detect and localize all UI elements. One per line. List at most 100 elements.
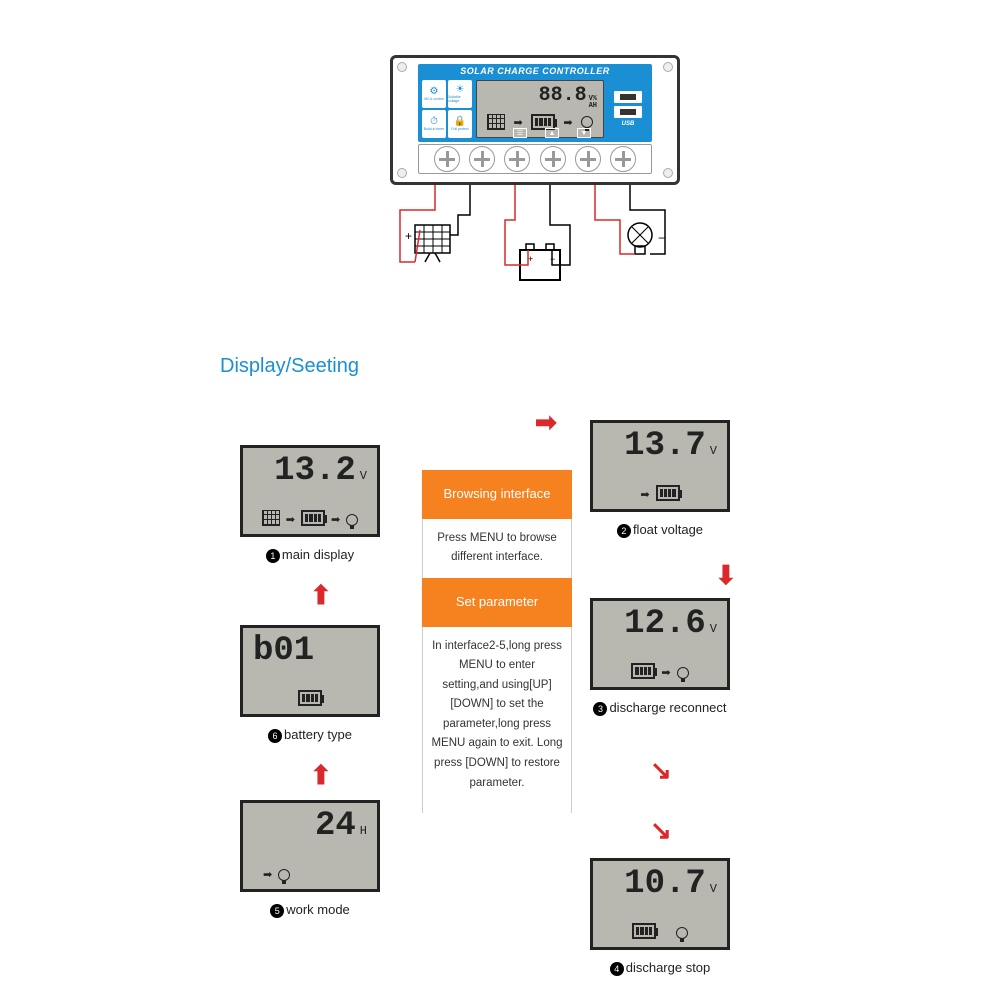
step-number-icon: 1 [266,549,280,563]
arrow-icon: ➡ [331,513,340,526]
svg-text:+: + [405,229,412,243]
terminal-icon [610,146,636,172]
lcd-screen: 13.7V ➡ [590,420,730,512]
bulb-icon [676,927,688,939]
terminal-icon [540,146,566,172]
bulb-icon [278,869,290,881]
page: SOLAR CHARGE CONTROLLER ⚙MCU control ☀Su… [0,0,1001,1001]
screw-icon [397,168,407,178]
lcd-icons: ➡ ➡ [253,488,367,528]
arrow-icon: ➡ [563,116,572,129]
lcd-icons [253,668,367,708]
lcd-value: b01 [253,634,367,668]
menu-button-icon: ☰ [513,128,527,138]
feature-mcu-icon: ⚙MCU control [422,80,446,108]
lcd-value: 12.6V [603,607,717,641]
set-parameter-text: In interface2-5,long press MENU to enter… [422,627,572,813]
step-number-icon: 3 [593,702,607,716]
step-number-icon: 5 [270,904,284,918]
center-instructions: Browsing interface Press MENU to browse … [422,470,572,813]
lcd-value: 24H [253,809,367,843]
feature-voltage-icon: ☀Suitable voltage [448,80,472,108]
lcd-caption: 5work mode [270,902,350,918]
lcd-screen: 10.7V [590,858,730,950]
arrow-icon: ➡ [513,116,522,129]
feature-protect-icon: 🔒Full protect [448,110,472,138]
battery-icon [631,663,655,679]
lcd-value: 10.7V [603,867,717,901]
lcd-caption: 3discharge reconnect [593,700,726,716]
lcd-card-discharge-reconnect: 12.6V ➡ 3discharge reconnect [590,598,730,716]
lcd-caption: 4discharge stop [610,960,711,976]
terminal-icon [434,146,460,172]
lcd-icons: ➡ [603,463,717,503]
device-panel: SOLAR CHARGE CONTROLLER ⚙MCU control ☀Su… [418,64,652,142]
lcd-card-work-mode: 24H ➡ 5work mode [240,800,380,918]
step-number-icon: 4 [610,962,624,976]
browsing-box: Browsing interface [422,470,572,519]
lcd-card-main-display: 13.2V ➡ ➡ 1main display [240,445,380,563]
step-number-icon: 2 [617,524,631,538]
device-buttons: ☰ ▲ ▼ [513,128,591,138]
flow-arrow-icon: ➡ [535,407,557,438]
device-diagram: SOLAR CHARGE CONTROLLER ⚙MCU control ☀Su… [390,55,680,185]
flow-arrow-icon: ↘ [650,755,672,786]
device-title: SOLAR CHARGE CONTROLLER [418,64,652,78]
battery-icon [298,690,322,706]
arrow-icon: ➡ [640,488,649,501]
lcd-value: 13.7V [603,429,717,463]
flow-arrow-icon: ↘ [650,815,672,846]
lcd-caption: 2float voltage [617,522,703,538]
bulb-icon [581,116,593,128]
battery-icon [656,485,680,501]
arrow-icon: ➡ [286,513,295,526]
arrow-icon: ➡ [661,666,670,679]
lcd-screen: 13.2V ➡ ➡ [240,445,380,537]
terminal-icon [469,146,495,172]
lcd-screen: b01 [240,625,380,717]
device-usb-section: USB [608,80,648,138]
lcd-value: 88.8 [539,84,587,107]
lcd-screen: 24H ➡ [240,800,380,892]
flow-arrow-icon: ⬆ [310,580,332,611]
flow-arrow-icon: ⬇ [715,560,737,591]
lcd-card-discharge-stop: 10.7V 4discharge stop [590,858,730,976]
device-terminals [418,144,652,174]
svg-text:+: + [528,254,533,264]
device-feature-icons: ⚙MCU control ☀Suitable voltage ⏱Build-in… [422,80,472,138]
solar-panel-icon [262,510,280,526]
svg-text:−: − [658,231,665,245]
solar-panel-icon [487,114,505,130]
device-lcd-reading: 88.8 V% AH [483,84,597,110]
up-button-icon: ▲ [545,128,559,138]
step-number-icon: 6 [268,729,282,743]
screw-icon [663,62,673,72]
lcd-icons: ➡ [253,843,367,883]
usb-port-icon [614,106,642,118]
lcd-card-battery-type: b01 6battery type [240,625,380,743]
screw-icon [663,168,673,178]
section-title: Display/Seeting [220,355,359,378]
battery-icon [301,510,325,526]
lcd-icons: ➡ [603,641,717,681]
lcd-caption: 6battery type [268,727,352,743]
bulb-icon [346,514,358,526]
browsing-text: Press MENU to browse different interface… [422,519,572,578]
lcd-screen: 12.6V ➡ [590,598,730,690]
lcd-icons [603,901,717,941]
wiring-diagram: + + − − [370,180,700,300]
bulb-icon [677,667,689,679]
down-button-icon: ▼ [577,128,591,138]
battery-icon [632,923,656,939]
feature-timer-icon: ⏱Build-in timer [422,110,446,138]
lcd-caption: 1main display [266,547,354,563]
screw-icon [397,62,407,72]
terminal-icon [575,146,601,172]
lcd-value: 13.2V [253,454,367,488]
set-parameter-box: Set parameter [422,578,572,627]
usb-port-icon [614,91,642,103]
battery-icon: + − [520,244,560,280]
bulb-icon [628,223,652,254]
arrow-icon: ➡ [263,868,272,881]
usb-label: USB [622,121,635,127]
